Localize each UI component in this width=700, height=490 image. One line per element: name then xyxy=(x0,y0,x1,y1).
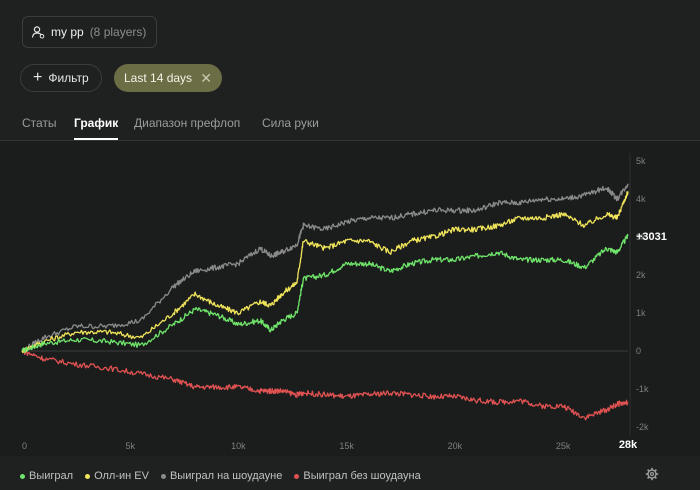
tab-stats[interactable]: Статы xyxy=(22,116,57,130)
y-tick-label: 1k xyxy=(636,308,646,318)
tab-bar: Статы График Диапазон префлоп Сила руки xyxy=(0,106,700,141)
y-tick-label: 4k xyxy=(636,194,646,204)
series-showdown-line xyxy=(21,183,629,352)
end-value-label: +3031 xyxy=(636,231,667,243)
legend-label-non-showdown: Выиграл без шоудауна xyxy=(303,470,421,482)
legend-dot-won xyxy=(20,473,25,479)
legend-item-allin-ev[interactable]: Олл-ин EV xyxy=(85,470,149,482)
x-tick-label: 25k xyxy=(556,441,571,451)
players-count: (8 players) xyxy=(89,25,147,39)
y-tick-label: 5k xyxy=(636,156,646,166)
profit-chart[interactable]: 5k 4k 3k 2k 1k 0 -1k -2k 0 5k 10k 15k 20k 25k 28k +3031 xyxy=(0,141,700,456)
y-tick-label: -2k xyxy=(636,422,649,432)
legend-item-won[interactable]: Выиграл xyxy=(20,470,73,482)
legend-dot-showdown xyxy=(160,473,166,479)
y-tick-label: -1k xyxy=(636,384,649,394)
series-non-showdown-line xyxy=(21,349,629,421)
y-tick-label: 3k xyxy=(636,232,646,242)
x-tick-label: 15k xyxy=(339,441,354,451)
legend-item-showdown[interactable]: Выиграл на шоудауне xyxy=(160,470,283,482)
players-name: my pp xyxy=(51,25,84,39)
x-tick-label: 10k xyxy=(231,441,246,451)
legend-label-won: Выиграл xyxy=(29,470,74,482)
y-tick-label: 0 xyxy=(636,346,641,356)
chart-legend: Выиграл Олл-ин EV Выиграл на шоудауне Вы… xyxy=(20,470,421,482)
legend-label-allin-ev: Олл-ин EV xyxy=(94,470,149,482)
legend-dot-allin-ev xyxy=(85,473,91,479)
filter-button[interactable]: + Фильтр xyxy=(20,64,102,92)
chip-label: Last 14 days xyxy=(124,71,193,85)
legend-item-non-showdown[interactable]: Выиграл без шоудауна xyxy=(294,470,421,482)
x-tick-label: 28k xyxy=(619,439,638,451)
user-icon xyxy=(31,26,45,39)
x-tick-label: 0 xyxy=(22,441,27,451)
x-tick-label: 5k xyxy=(125,441,135,451)
plus-icon: + xyxy=(33,69,43,86)
filter-label: Фильтр xyxy=(48,71,89,85)
tab-hand-strength[interactable]: Сила руки xyxy=(262,116,319,130)
y-tick-label: 2k xyxy=(636,270,646,280)
players-selector[interactable]: my pp (8 players) xyxy=(22,16,158,48)
tab-graph[interactable]: График xyxy=(74,116,119,140)
legend-label-showdown: Выиграл на шоудауне xyxy=(169,470,283,482)
legend-dot-non-showdown xyxy=(294,473,300,479)
date-range-chip[interactable]: Last 14 days ✕ xyxy=(114,64,222,92)
gear-icon[interactable] xyxy=(645,467,659,481)
chart-area: 5k 4k 3k 2k 1k 0 -1k -2k 0 5k 10k 15k 20k 25k 28k +3031 xyxy=(0,141,700,456)
series-allin-ev-line xyxy=(21,191,629,354)
series-won-line xyxy=(21,233,629,353)
x-tick-label: 20k xyxy=(448,441,463,451)
tab-preflop-range[interactable]: Диапазон префлоп xyxy=(134,116,241,130)
close-icon[interactable]: ✕ xyxy=(200,69,212,86)
